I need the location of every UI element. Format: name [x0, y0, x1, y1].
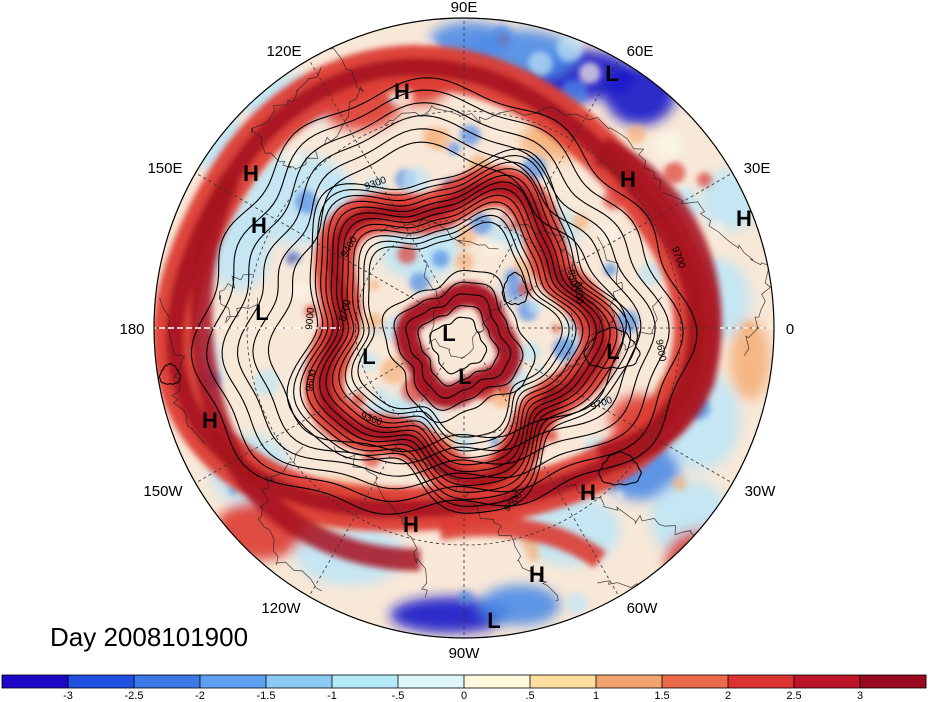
positive-anomaly-bands [154, 44, 722, 571]
colorbar-tick-label: 1.5 [654, 690, 669, 702]
colorbar-swatch [332, 675, 399, 688]
lon-label-60w: 60W [627, 600, 659, 617]
lon-label-0: 0 [786, 321, 794, 338]
contour-label: 9600 [304, 368, 319, 392]
longitude-labels: 90E 60E 30E 0 30W 60W 90W 120W 150W 180 … [119, 0, 794, 662]
colorbar-tick-label: 2 [725, 690, 731, 702]
colorbar-swatch [200, 675, 267, 688]
colorbar-tick-label: 3 [857, 690, 863, 702]
low-marker: L [606, 339, 619, 364]
high-marker: H [580, 480, 596, 505]
colorbar-tick-label: -1.5 [257, 690, 276, 702]
lon-label-30e: 30E [744, 160, 771, 177]
lon-label-180: 180 [119, 321, 144, 338]
low-marker: L [255, 300, 268, 325]
low-marker: L [458, 364, 471, 389]
lon-label-120e: 120E [266, 43, 301, 60]
colorbar-swatch [596, 675, 663, 688]
colorbar-tick-label: -2 [195, 690, 205, 702]
lon-label-120w: 120W [261, 600, 301, 617]
height-contours [158, 77, 698, 515]
high-marker: H [529, 562, 545, 587]
contour-label: 9600 [653, 339, 668, 363]
lon-label-30w: 30W [745, 483, 777, 500]
colorbar-swatch [728, 675, 795, 688]
colorbar-swatch [134, 675, 201, 688]
colorbar-swatch [464, 675, 531, 688]
colorbar: -3 -2.5 -2 -1.5 -1 -.5 0 .5 1 1.5 2 2.5 3 [1, 674, 927, 702]
map-border [153, 17, 775, 639]
colorbar-tick-label: 0 [461, 690, 467, 702]
colorbar-tick-label: -3 [63, 690, 73, 702]
low-marker: L [605, 61, 618, 86]
contour-label: 9500 [565, 269, 580, 293]
colorbar-swatch [662, 675, 729, 688]
colorbar-tick-label: -.5 [392, 690, 405, 702]
high-marker: H [251, 213, 267, 238]
contour-label: 9000 [304, 307, 317, 331]
colorbar-swatch [2, 675, 69, 688]
pressure-system-labels: H H H H H H H H H L L L L L L L L [202, 61, 752, 633]
low-marker: L [487, 608, 500, 633]
low-marker: L [442, 321, 455, 346]
colorbar-swatch [860, 675, 927, 688]
lon-label-150e: 150E [147, 160, 182, 177]
colorbar-tick-label: -1 [327, 690, 337, 702]
lon-label-150w: 150W [143, 483, 183, 500]
high-marker: H [736, 206, 752, 231]
lon-label-90w: 90W [449, 645, 481, 662]
high-marker: H [243, 161, 259, 186]
contour-label: 9800 [572, 281, 585, 305]
lon-label-60e: 60E [627, 43, 654, 60]
high-marker: H [202, 408, 218, 433]
colorbar-tick-label: -2.5 [125, 690, 144, 702]
plot-title: Day 2008101900 [50, 622, 248, 652]
map-disk [154, 18, 774, 638]
high-marker: H [403, 512, 419, 537]
lat-lon-grid [154, 18, 774, 638]
colorbar-tick-label: .5 [525, 690, 534, 702]
colorbar-tick-label: 2.5 [786, 690, 801, 702]
colorbar-swatch [68, 675, 135, 688]
colorbar-swatch [398, 675, 465, 688]
colorbar-swatch [794, 675, 861, 688]
lon-label-90e: 90E [451, 0, 478, 16]
colorbar-tick-label: 1 [593, 690, 599, 702]
high-marker: H [394, 79, 410, 104]
colorbar-swatch [530, 675, 597, 688]
low-marker: L [362, 344, 375, 369]
colorbar-swatch [266, 675, 333, 688]
high-marker: H [620, 167, 636, 192]
